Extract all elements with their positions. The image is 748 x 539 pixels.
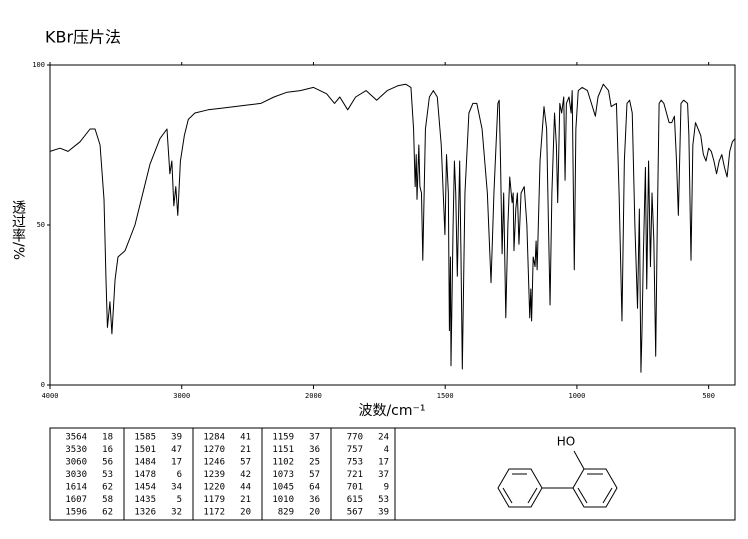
double-bond [602,487,613,504]
peak-transmittance: 4 [384,445,389,455]
substituent-label: HO [557,435,575,449]
peak-transmittance: 21 [240,495,251,505]
peak-transmittance: 9 [384,483,389,493]
peak-transmittance: 62 [102,483,113,493]
peak-transmittance: 39 [171,433,182,443]
x-tick-label: 4000 [42,392,59,400]
peak-wavenumber: 3030 [65,470,87,480]
peak-transmittance: 16 [102,445,113,455]
peak-transmittance: 37 [378,470,389,480]
peak-wavenumber: 1484 [134,458,156,468]
peak-transmittance: 36 [309,495,320,505]
x-tick-label: 500 [702,392,715,400]
peak-wavenumber: 1614 [65,483,87,493]
peak-wavenumber: 1159 [272,433,294,443]
peak-wavenumber: 753 [347,458,363,468]
x-axis-label: 波数/cm⁻¹ [358,403,425,419]
peak-transmittance: 64 [309,483,320,493]
ring [497,468,543,508]
peak-wavenumber: 1501 [134,445,156,455]
peak-transmittance: 17 [378,458,389,468]
peak-wavenumber: 1073 [272,470,294,480]
peak-transmittance: 58 [102,495,113,505]
peak-wavenumber: 3530 [65,445,87,455]
peak-transmittance: 34 [171,483,182,493]
peak-wavenumber: 1454 [134,483,156,493]
peak-wavenumber: 567 [347,508,363,518]
spectrum-line [49,83,736,373]
peak-transmittance: 24 [378,433,389,443]
peak-transmittance: 62 [102,508,113,518]
peak-wavenumber: 1478 [134,470,156,480]
peak-transmittance: 37 [309,433,320,443]
peak-wavenumber: 757 [347,445,363,455]
peak-wavenumber: 3060 [65,458,87,468]
peak-wavenumber: 1435 [134,495,156,505]
double-bond [527,487,538,504]
peak-wavenumber: 1607 [65,495,87,505]
peak-transmittance: 56 [102,458,113,468]
peak-transmittance: 25 [309,458,320,468]
peak-wavenumber: 1585 [134,433,156,443]
y-axis-label: 透过率/% [10,200,26,260]
peak-wavenumber: 1010 [272,495,294,505]
peak-transmittance: 21 [240,445,251,455]
peak-wavenumber: 721 [347,470,363,480]
peak-wavenumber: 1596 [65,508,87,518]
peak-transmittance: 20 [240,508,251,518]
peak-wavenumber: 1239 [203,470,225,480]
y-tick-label: 50 [37,221,45,229]
y-tick-label: 100 [32,61,45,69]
peak-transmittance: 39 [378,508,389,518]
x-tick-label: 1000 [568,392,585,400]
peak-wavenumber: 770 [347,433,363,443]
peak-transmittance: 32 [171,508,182,518]
bond [573,450,585,470]
peak-transmittance: 47 [171,445,182,455]
peak-transmittance: 53 [378,495,389,505]
x-tick-label: 3000 [173,392,190,400]
peak-wavenumber: 3564 [65,433,87,443]
peak-wavenumber: 1326 [134,508,156,518]
peak-wavenumber: 701 [347,483,363,493]
peak-wavenumber: 1179 [203,495,225,505]
peak-transmittance: 36 [309,445,320,455]
peak-wavenumber: 1151 [272,445,294,455]
peak-wavenumber: 1246 [203,458,225,468]
peak-transmittance: 53 [102,470,113,480]
peak-transmittance: 20 [309,508,320,518]
peak-wavenumber: 1220 [203,483,225,493]
peak-transmittance: 5 [177,495,182,505]
peak-transmittance: 42 [240,470,251,480]
x-tick-label: 1500 [437,392,454,400]
peak-wavenumber: 1284 [203,433,225,443]
peak-wavenumber: 1102 [272,458,294,468]
peak-transmittance: 18 [102,433,113,443]
peak-transmittance: 57 [240,458,251,468]
double-bond [577,487,588,504]
double-bond [502,487,513,504]
peak-wavenumber: 829 [278,508,294,518]
ring [572,468,618,508]
peak-transmittance: 44 [240,483,251,493]
y-tick-label: 0 [41,381,45,389]
peak-transmittance: 57 [309,470,320,480]
chart-title: KBr压片法 [45,28,121,47]
peak-transmittance: 6 [177,470,182,480]
peak-wavenumber: 1270 [203,445,225,455]
peak-wavenumber: 1172 [203,508,225,518]
x-tick-label: 2000 [305,392,322,400]
structure [497,450,618,508]
table-frame [49,427,736,521]
peak-transmittance: 41 [240,433,251,443]
peak-wavenumber: 615 [347,495,363,505]
peak-transmittance: 17 [171,458,182,468]
peak-wavenumber: 1045 [272,483,294,493]
